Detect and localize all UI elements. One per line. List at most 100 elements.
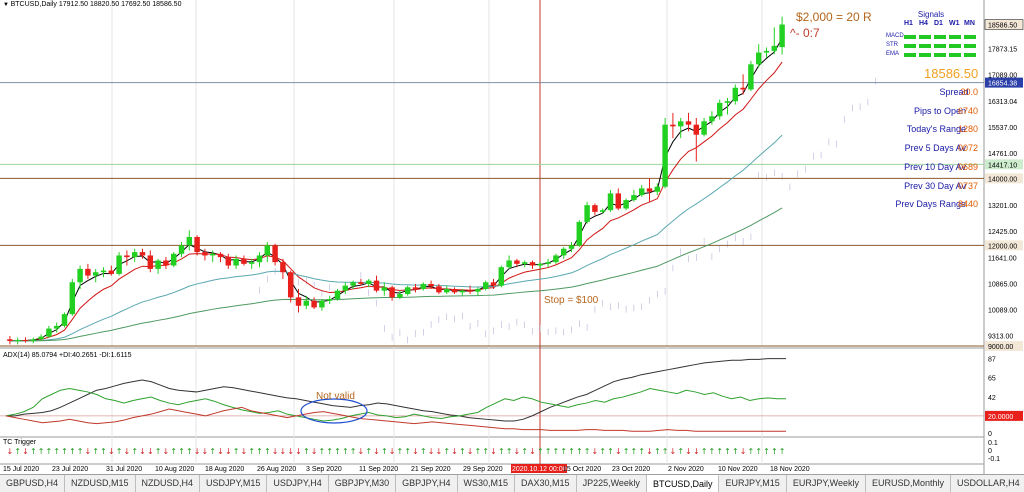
candle [85, 263, 91, 279]
candle [615, 188, 622, 211]
arrow-up-icon: ↑ [443, 447, 450, 456]
chart-tab[interactable]: DAX30,M15 [515, 475, 577, 492]
dropdown-icon[interactable]: ▼ [3, 2, 11, 8]
arrow-up-icon: ↑ [521, 447, 528, 456]
candle-body [553, 255, 559, 263]
tc-trigger-arrows: ↓ ↑ ↓ ↑ ↑ ↑ ↑ ↑ ↑ ↑ ↓ ↑ ↑ ↓ ↑ ↓ ↑ ↓ ↓ ↑ ↓ ↑ ↑ ↑ ↓ ↓ ↑ ↓ ↓ ↑ ↓ ↑ ↑ ↑ ↓ ↓ ↓ ↓ ↑ ↓… [7, 447, 786, 456]
date-tick-label: 18 Aug 2020 [205, 466, 244, 473]
candle-body [233, 258, 239, 266]
timeframe-label: D1 [934, 20, 943, 27]
arrow-down-icon: ↓ [685, 447, 692, 456]
candle [194, 235, 200, 256]
arrow-down-icon: ↓ [295, 447, 302, 456]
price-tick-label: 18586.50 [988, 23, 1017, 30]
arrow-down-icon: ↓ [287, 447, 294, 456]
info-row-value: 0689 [957, 161, 978, 172]
tc-tick-label: 0 [988, 448, 992, 455]
signal-indicator [964, 44, 976, 48]
arrow-up-icon: ↑ [482, 447, 489, 456]
date-tick-label: 23 Oct 2020 [612, 466, 650, 473]
signal-indicator [934, 53, 946, 57]
candle [77, 265, 83, 289]
chart-tab[interactable]: USDOLLAR,H4 [951, 475, 1024, 492]
candle-body [459, 290, 466, 293]
candle-body [311, 300, 317, 308]
arrow-up-icon: ↑ [233, 447, 240, 456]
info-row-label: Spread [939, 87, 969, 97]
chart-tab-bar: GBPUSD,H4 NZDUSD,M15 NZDUSD,H4 USDJPY,M15 US… [0, 474, 1024, 492]
chart-tab[interactable]: BTCUSD,Daily [646, 475, 720, 492]
candle [7, 335, 13, 345]
horizontal-levels [0, 82, 984, 347]
arrow-up-icon: ↑ [248, 447, 255, 456]
arrow-up-icon: ↑ [264, 447, 271, 456]
signal-indicator [964, 53, 976, 57]
chart-tab[interactable]: GBPJPY,M30 [329, 475, 397, 492]
signal-row-label: STR [886, 42, 898, 48]
arrow-down-icon: ↓ [108, 447, 115, 456]
chart-tab[interactable]: USDJPY,H4 [267, 475, 329, 492]
candle [14, 337, 21, 345]
moving-averages [9, 38, 783, 342]
arrow-up-icon: ↑ [716, 447, 723, 456]
candle [677, 117, 684, 139]
candle-body [451, 288, 458, 293]
timeframe-label: H4 [919, 20, 928, 27]
info-row-value: 8440 [957, 199, 978, 210]
info-row: Prev Days Range8440 [895, 199, 978, 209]
candle [303, 295, 310, 310]
adx-tick-label: 42 [988, 395, 996, 402]
info-row-value: 6740 [957, 105, 978, 116]
price-tick-label: 14761.00 [988, 151, 1017, 158]
info-row-value: 30.0 [960, 87, 978, 97]
arrow-down-icon: ↓ [124, 447, 131, 456]
arrow-down-icon: ↓ [202, 447, 209, 456]
arrow-up-icon: ↑ [350, 447, 357, 456]
price-label-box [985, 240, 1023, 251]
candle [397, 290, 403, 300]
arrow-up-icon: ↑ [623, 447, 630, 456]
date-tick-label: 3 Sep 2020 [306, 466, 342, 473]
chart-tab[interactable]: WS30,M15 [458, 475, 516, 492]
chart-tab[interactable]: EURJPY,M15 [719, 475, 787, 492]
candle [241, 255, 247, 266]
minus-di-line [5, 406, 786, 432]
date-tick-label: 11 Sep 2020 [359, 466, 398, 473]
arrow-down-icon: ↓ [646, 447, 653, 456]
chart-tab[interactable]: EURUSD,Monthly [866, 475, 952, 492]
arrow-up-icon: ↑ [732, 447, 739, 456]
arrow-up-icon: ↑ [53, 447, 60, 456]
candle-body [771, 45, 778, 51]
chart-tab[interactable]: USDJPY,M15 [200, 475, 268, 492]
arrow-down-icon: ↓ [163, 447, 170, 456]
arrow-up-icon: ↑ [724, 447, 731, 456]
arrow-up-icon: ↑ [178, 447, 185, 456]
arrow-down-icon: ↓ [22, 447, 29, 456]
arrow-up-icon: ↑ [334, 447, 341, 456]
chart-tab[interactable]: EURJPY,Weekly [787, 475, 867, 492]
candle [763, 47, 770, 58]
candle [623, 198, 629, 211]
arrow-up-icon: ↑ [498, 447, 505, 456]
candle [545, 258, 551, 268]
chart-tab[interactable]: NZDUSD,M15 [65, 475, 136, 492]
chart-canvas[interactable]: ↓ ↑ ↓ ↑ ↑ ↑ ↑ ↑ ↑ ↑ ↓ ↑ ↑ ↓ ↑ ↓ ↑ ↓ ↓ ↑ ↓ ↑ ↑ ↑ ↓ ↓ ↑ ↓ ↓ ↑ ↓ ↑ ↑ ↑ ↓ ↓ ↓ ↓ ↑ ↓… [0, 0, 1024, 474]
candle [248, 258, 255, 269]
date-tick-label: 29 Sep 2020 [463, 466, 503, 473]
arrow-up-icon: ↑ [755, 447, 762, 456]
candle [755, 44, 762, 68]
arrow-up-icon: ↑ [319, 447, 326, 456]
candle [412, 283, 419, 293]
chart-tab[interactable]: GBPUSD,H4 [0, 475, 66, 492]
candle [584, 201, 590, 224]
arrow-up-icon: ↑ [342, 447, 349, 456]
arrow-up-icon: ↑ [779, 447, 786, 456]
ema-80-line [9, 207, 783, 342]
chart-tab[interactable]: JP225,Weekly [577, 475, 647, 492]
arrow-down-icon: ↓ [740, 447, 747, 456]
chart-tab[interactable]: NZDUSD,H4 [136, 475, 201, 492]
candle [30, 337, 37, 344]
chart-tab[interactable]: GBPJPY,H4 [396, 475, 458, 492]
arrow-up-icon: ↑ [568, 447, 575, 456]
